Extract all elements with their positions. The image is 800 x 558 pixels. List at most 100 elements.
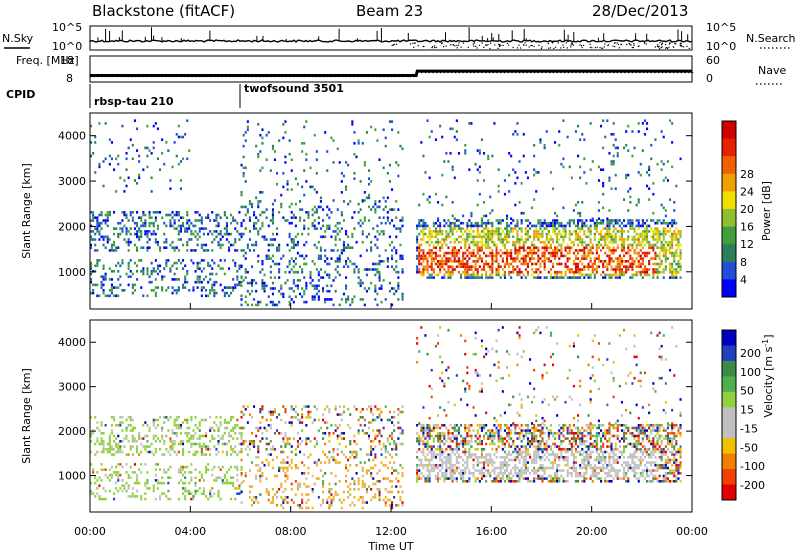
data-cell	[477, 249, 479, 252]
data-cell	[615, 233, 617, 236]
data-cell	[613, 268, 615, 271]
data-cell	[142, 225, 144, 228]
data-cell	[663, 163, 665, 166]
data-cell	[592, 271, 594, 274]
data-cell	[424, 445, 426, 448]
data-cell	[579, 249, 581, 252]
nsearch-point	[434, 45, 435, 46]
data-cell	[493, 260, 495, 263]
data-cell	[560, 233, 562, 236]
data-cell	[155, 440, 157, 443]
data-cell	[504, 276, 506, 279]
data-cell	[592, 265, 594, 268]
data-cell	[579, 212, 581, 215]
data-cell	[671, 233, 673, 236]
data-cell	[583, 268, 585, 271]
data-cell	[592, 268, 594, 271]
data-cell	[138, 155, 140, 158]
data-cell	[677, 263, 679, 266]
data-cell	[299, 485, 301, 488]
data-cell	[648, 168, 650, 171]
data-cell	[167, 482, 169, 485]
data-cell	[383, 208, 385, 211]
data-cell	[399, 496, 401, 499]
data-cell	[619, 255, 621, 258]
data-cell	[130, 424, 132, 427]
data-cell	[249, 216, 251, 219]
nave-point	[519, 72, 520, 73]
data-cell	[477, 168, 479, 171]
data-cell	[213, 421, 215, 424]
data-cell	[379, 287, 381, 290]
data-cell	[447, 236, 449, 239]
data-cell	[238, 492, 240, 495]
data-cell	[379, 432, 381, 435]
data-cell	[422, 227, 424, 230]
data-cell	[197, 275, 199, 278]
data-cell	[303, 464, 305, 467]
data-cell	[165, 416, 167, 419]
data-cell	[284, 496, 286, 499]
data-cell	[546, 244, 548, 247]
data-cell	[527, 246, 529, 249]
data-cell	[402, 148, 404, 151]
data-cell	[165, 141, 167, 144]
data-cell	[213, 479, 215, 482]
data-cell	[205, 435, 207, 438]
data-cell	[544, 252, 546, 255]
data-cell	[552, 230, 554, 233]
data-cell	[418, 222, 420, 225]
data-cell	[466, 225, 468, 228]
nsearch-point	[532, 45, 533, 46]
data-cell	[103, 265, 105, 268]
data-cell	[667, 160, 669, 163]
data-cell	[253, 496, 255, 499]
data-cell	[339, 230, 341, 233]
data-cell	[291, 216, 293, 219]
data-cell	[165, 241, 167, 244]
data-cell	[677, 238, 679, 241]
data-cell	[111, 416, 113, 419]
data-cell	[255, 496, 257, 499]
data-cell	[284, 499, 286, 502]
data-cell	[111, 249, 113, 252]
data-cell	[427, 198, 429, 201]
data-cell	[238, 484, 240, 487]
data-cell	[368, 437, 370, 440]
data-cell	[364, 432, 366, 435]
data-cell	[232, 219, 234, 222]
data-cell	[318, 295, 320, 298]
data-cell	[389, 411, 391, 414]
data-cell	[623, 274, 625, 277]
nave-point	[297, 76, 298, 77]
data-cell	[657, 246, 659, 249]
cpid-label: CPID	[6, 88, 35, 101]
data-cell	[671, 276, 673, 279]
data-cell	[259, 411, 261, 414]
data-cell	[251, 461, 253, 464]
data-cell	[443, 219, 445, 222]
nsearch-point	[526, 45, 527, 46]
data-cell	[573, 219, 575, 222]
data-cell	[600, 219, 602, 222]
data-cell	[665, 265, 667, 268]
data-cell	[293, 290, 295, 293]
data-cell	[349, 451, 351, 454]
data-cell	[395, 469, 397, 472]
data-cell	[293, 437, 295, 440]
data-cell	[427, 257, 429, 260]
data-cell	[289, 287, 291, 290]
data-cell	[577, 265, 579, 268]
data-cell	[293, 408, 295, 411]
data-cell	[663, 233, 665, 236]
data-cell	[328, 411, 330, 414]
data-cell	[180, 262, 182, 265]
data-cell	[416, 480, 418, 483]
data-cell	[391, 208, 393, 211]
data-cell	[345, 287, 347, 290]
data-cell	[531, 263, 533, 266]
data-cell	[504, 179, 506, 182]
nsearch-point	[418, 45, 419, 46]
data-cell	[236, 453, 238, 456]
data-cell	[272, 282, 274, 285]
